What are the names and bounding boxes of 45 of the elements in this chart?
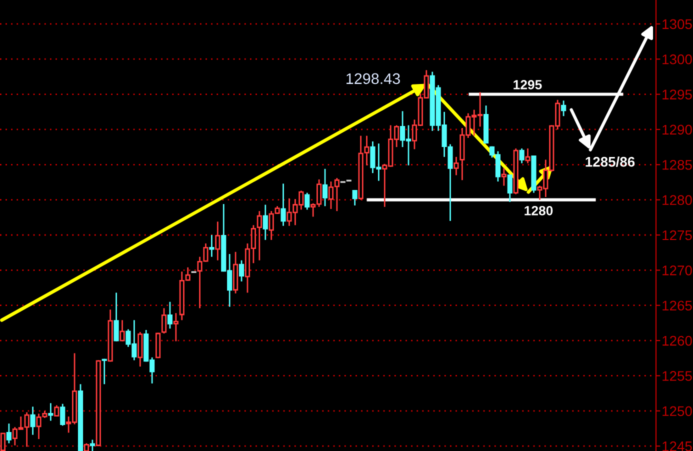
y-tick-label: 1275 (662, 230, 692, 240)
y-tick-label: 1280 (662, 195, 692, 205)
candlestick (561, 100, 566, 117)
y-tick-label: 1290 (662, 124, 692, 135)
candlestick (167, 301, 173, 330)
candlestick (215, 220, 220, 262)
candlestick (48, 402, 54, 422)
candlestick (507, 174, 512, 203)
candlestick (114, 292, 119, 342)
candlestick (90, 439, 95, 451)
candlestick (138, 331, 143, 368)
y-tick-label: 1270 (662, 266, 692, 276)
candlestick (30, 406, 36, 436)
candlestick (454, 156, 459, 176)
candlestick (238, 260, 244, 282)
candlestick (60, 403, 66, 426)
candlestick (209, 234, 214, 258)
y-tick-label: 1295 (662, 90, 692, 100)
candlestick (0, 432, 6, 451)
candlestick (322, 168, 328, 207)
y-tick-label: 1250 (662, 406, 692, 416)
candlestick (525, 148, 530, 164)
ref-line-label: 1280 (524, 206, 553, 216)
y-tick-label: 1255 (662, 371, 692, 381)
candlestick (161, 307, 167, 334)
candlestick (256, 210, 262, 262)
candlestick (304, 192, 310, 210)
candlestick (352, 189, 358, 206)
annotation: 1285/86 (586, 156, 635, 167)
candlestick (120, 319, 125, 342)
ref-line-label: 1295 (514, 80, 542, 90)
y-tick-label: 1265 (662, 300, 692, 311)
y-tick-label: 1260 (662, 336, 692, 346)
y-tick-label: 1300 (662, 54, 692, 64)
annotation: 1298.43 (346, 73, 400, 84)
candlestick (519, 148, 524, 164)
candlestick (173, 312, 178, 342)
y-tick-label: 1305 (662, 19, 692, 30)
y-tick-label: 1285 (662, 160, 692, 170)
candlestick (280, 182, 286, 227)
candlestick (262, 204, 268, 241)
candlestick (102, 358, 107, 385)
candlestick (501, 167, 506, 186)
candlestick (6, 422, 12, 444)
y-tick-label: 1245 (662, 441, 692, 451)
